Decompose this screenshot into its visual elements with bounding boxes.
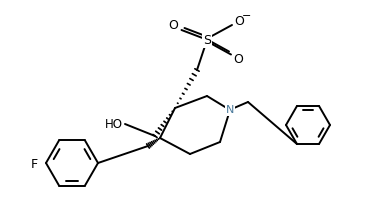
Text: O: O (168, 18, 178, 31)
Text: N: N (226, 105, 234, 115)
Text: −: − (242, 11, 252, 21)
Text: HO: HO (105, 117, 123, 131)
Text: O: O (233, 52, 243, 65)
Text: F: F (31, 159, 38, 171)
Text: S: S (203, 34, 211, 46)
Text: O: O (234, 15, 244, 28)
